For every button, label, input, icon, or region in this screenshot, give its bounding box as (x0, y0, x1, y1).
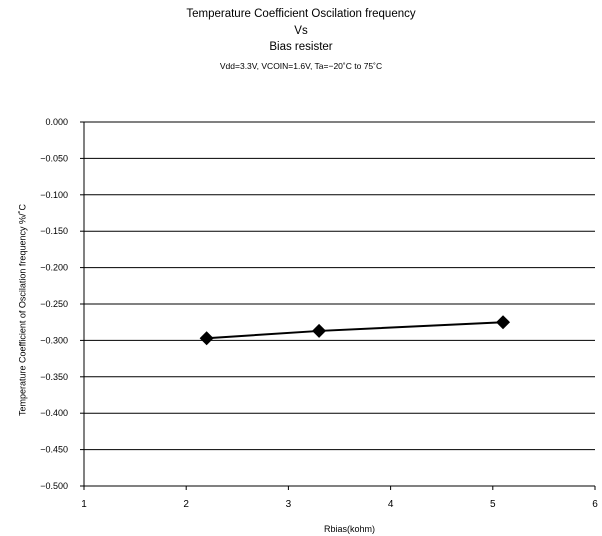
y-axis-label: Temperature Coefficient of Oscilation fr… (17, 204, 27, 416)
x-tick-label: 1 (81, 499, 87, 510)
chart-title: Temperature Coefficient Oscilation frequ… (186, 8, 416, 20)
y-tick-label: −0.200 (40, 263, 68, 273)
data-point-marker (199, 331, 214, 346)
y-tick-label: −0.150 (40, 226, 68, 236)
tick-label-layer: 0.000 −0.050 −0.100 −0.150 −0.200 −0.250 −0.30… (40, 117, 598, 510)
y-tick-label: −0.050 (40, 153, 68, 163)
x-tick-label: 2 (183, 499, 189, 510)
series-line (206, 321, 504, 340)
chart-title-line-3: Bias resister (269, 41, 333, 53)
y-tick-label: 0.000 (45, 117, 68, 127)
axis-layer (80, 121, 596, 490)
chart-subtitle: Vdd=3.3V, VCOIN=1.6V, Ta=−20˚C to 75˚C (219, 61, 383, 71)
y-tick-label: −0.500 (40, 481, 68, 491)
y-tick-label: −0.100 (40, 190, 68, 200)
x-tick-label: 6 (592, 499, 598, 510)
data-point-marker (312, 323, 327, 338)
data-point-marker (496, 315, 511, 330)
grid-layer (84, 121, 595, 487)
y-tick-label: −0.300 (40, 335, 68, 345)
x-tick-label: 4 (388, 499, 394, 510)
y-tick-label: −0.450 (40, 445, 68, 455)
series-layer (199, 315, 511, 346)
y-tick-label: −0.250 (40, 299, 68, 309)
y-tick-label: −0.400 (40, 408, 68, 418)
x-axis-label: Rbias(kohm) (324, 524, 375, 534)
y-tick-label: −0.350 (40, 372, 68, 382)
x-tick-label: 3 (286, 499, 292, 510)
chart-title-line-2: Vs (294, 25, 308, 37)
x-tick-label: 5 (490, 499, 496, 510)
